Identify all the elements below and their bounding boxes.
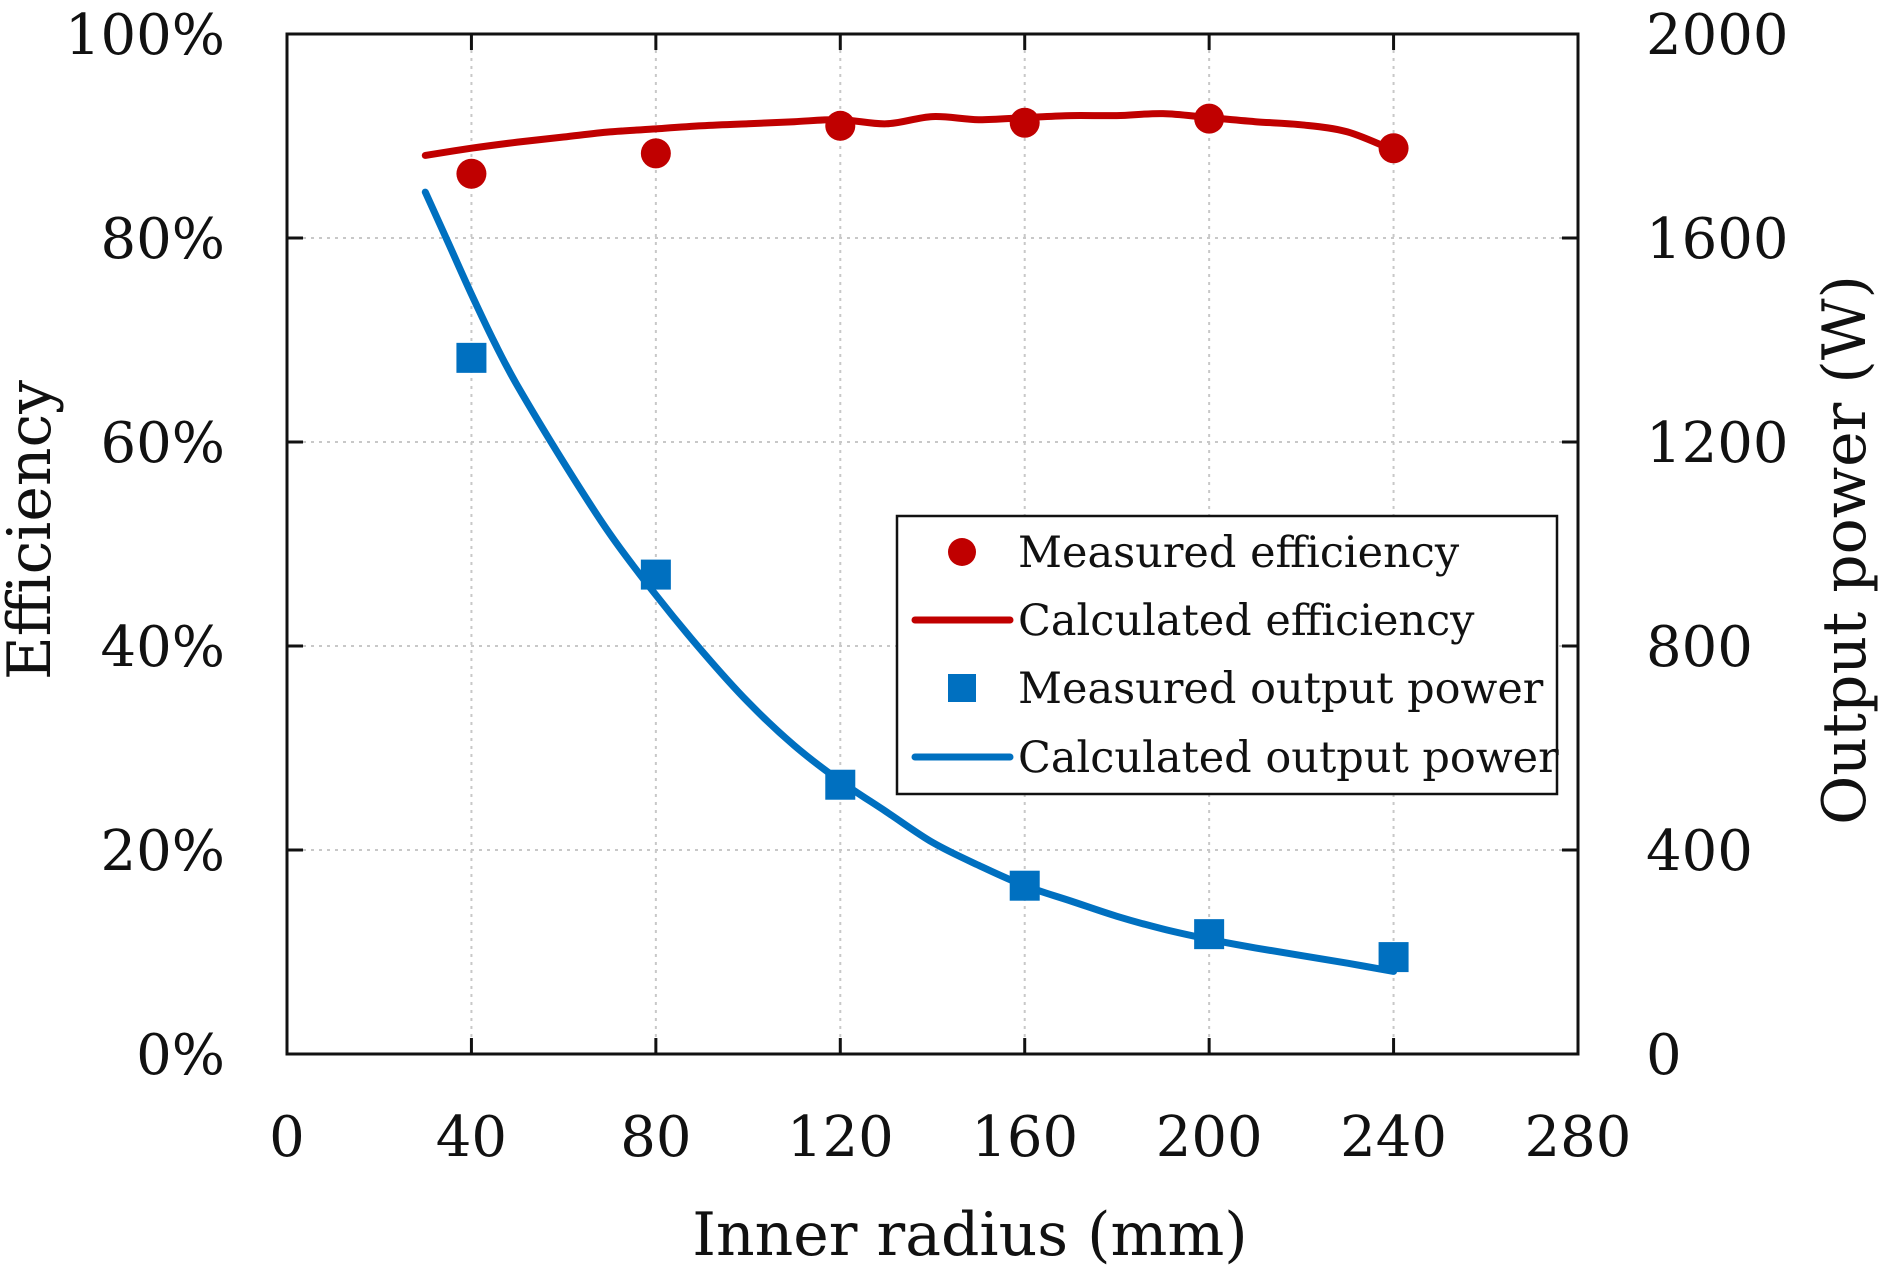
point-measured-efficiency (1378, 133, 1409, 164)
series-line-calculated-efficiency (421, 110, 1398, 159)
plot-series (421, 103, 1409, 975)
x-tick-label: 40 (436, 1105, 507, 1170)
legend-label-calculated-output-power: Calculated output power (1018, 733, 1559, 783)
y-right-tick-label: 2000 (1646, 3, 1789, 68)
x-tick-label: 160 (971, 1105, 1078, 1170)
point-measured-output-power (825, 769, 856, 800)
y-right-tick-label: 800 (1646, 615, 1753, 680)
point-measured-efficiency (456, 158, 487, 189)
x-axis-title: Inner radius (mm) (692, 1200, 1247, 1270)
point-measured-efficiency (825, 110, 856, 141)
axis-ticks: 0 40 80 120 160 200 240 280 0% 20% 40% 60% 80% 100% 0 4… (65, 3, 1789, 1170)
y-right-tick-label: 0 (1646, 1023, 1682, 1088)
y-left-tick-label: 80% (101, 207, 225, 272)
y-left-tick-label: 100% (65, 3, 225, 68)
legend-box (895, 514, 1559, 796)
x-tick-label: 280 (1525, 1105, 1632, 1170)
legend: Measured efficiency Calculated efficienc… (895, 514, 1559, 796)
x-tick-label: 240 (1340, 1105, 1447, 1170)
y-left-tick-label: 0% (136, 1023, 225, 1088)
x-tick-label: 120 (787, 1105, 894, 1170)
point-measured-efficiency (1009, 107, 1040, 138)
point-measured-output-power (1009, 870, 1040, 901)
point-measured-output-power (456, 342, 487, 373)
point-measured-efficiency (640, 138, 671, 169)
x-tick-label: 0 (269, 1105, 305, 1170)
y-left-tick-label: 40% (101, 615, 225, 680)
legend-label-measured-output-power: Measured output power (1018, 664, 1544, 714)
legend-label-calculated-efficiency: Calculated efficiency (1018, 596, 1475, 646)
point-measured-efficiency (1194, 103, 1225, 134)
x-tick-label: 200 (1156, 1105, 1263, 1170)
legend-marker-measured-efficiency (948, 538, 976, 566)
x-tick-label: 80 (620, 1105, 691, 1170)
y-axis-left-title: Efficiency (0, 380, 65, 680)
point-measured-output-power (640, 559, 671, 590)
point-measured-output-power (1194, 919, 1225, 950)
y-left-tick-label: 20% (101, 819, 225, 884)
y-axis-right-title: Output power (W) (1810, 275, 1880, 825)
y-right-tick-label: 1200 (1646, 411, 1789, 476)
plot-frame (285, 32, 1580, 1056)
y-right-tick-label: 1600 (1646, 207, 1789, 272)
y-left-tick-label: 60% (101, 411, 225, 476)
point-measured-output-power (1378, 942, 1409, 973)
legend-label-measured-efficiency: Measured efficiency (1018, 528, 1460, 578)
y-right-tick-label: 400 (1646, 819, 1753, 884)
legend-marker-measured-output-power (948, 674, 976, 702)
